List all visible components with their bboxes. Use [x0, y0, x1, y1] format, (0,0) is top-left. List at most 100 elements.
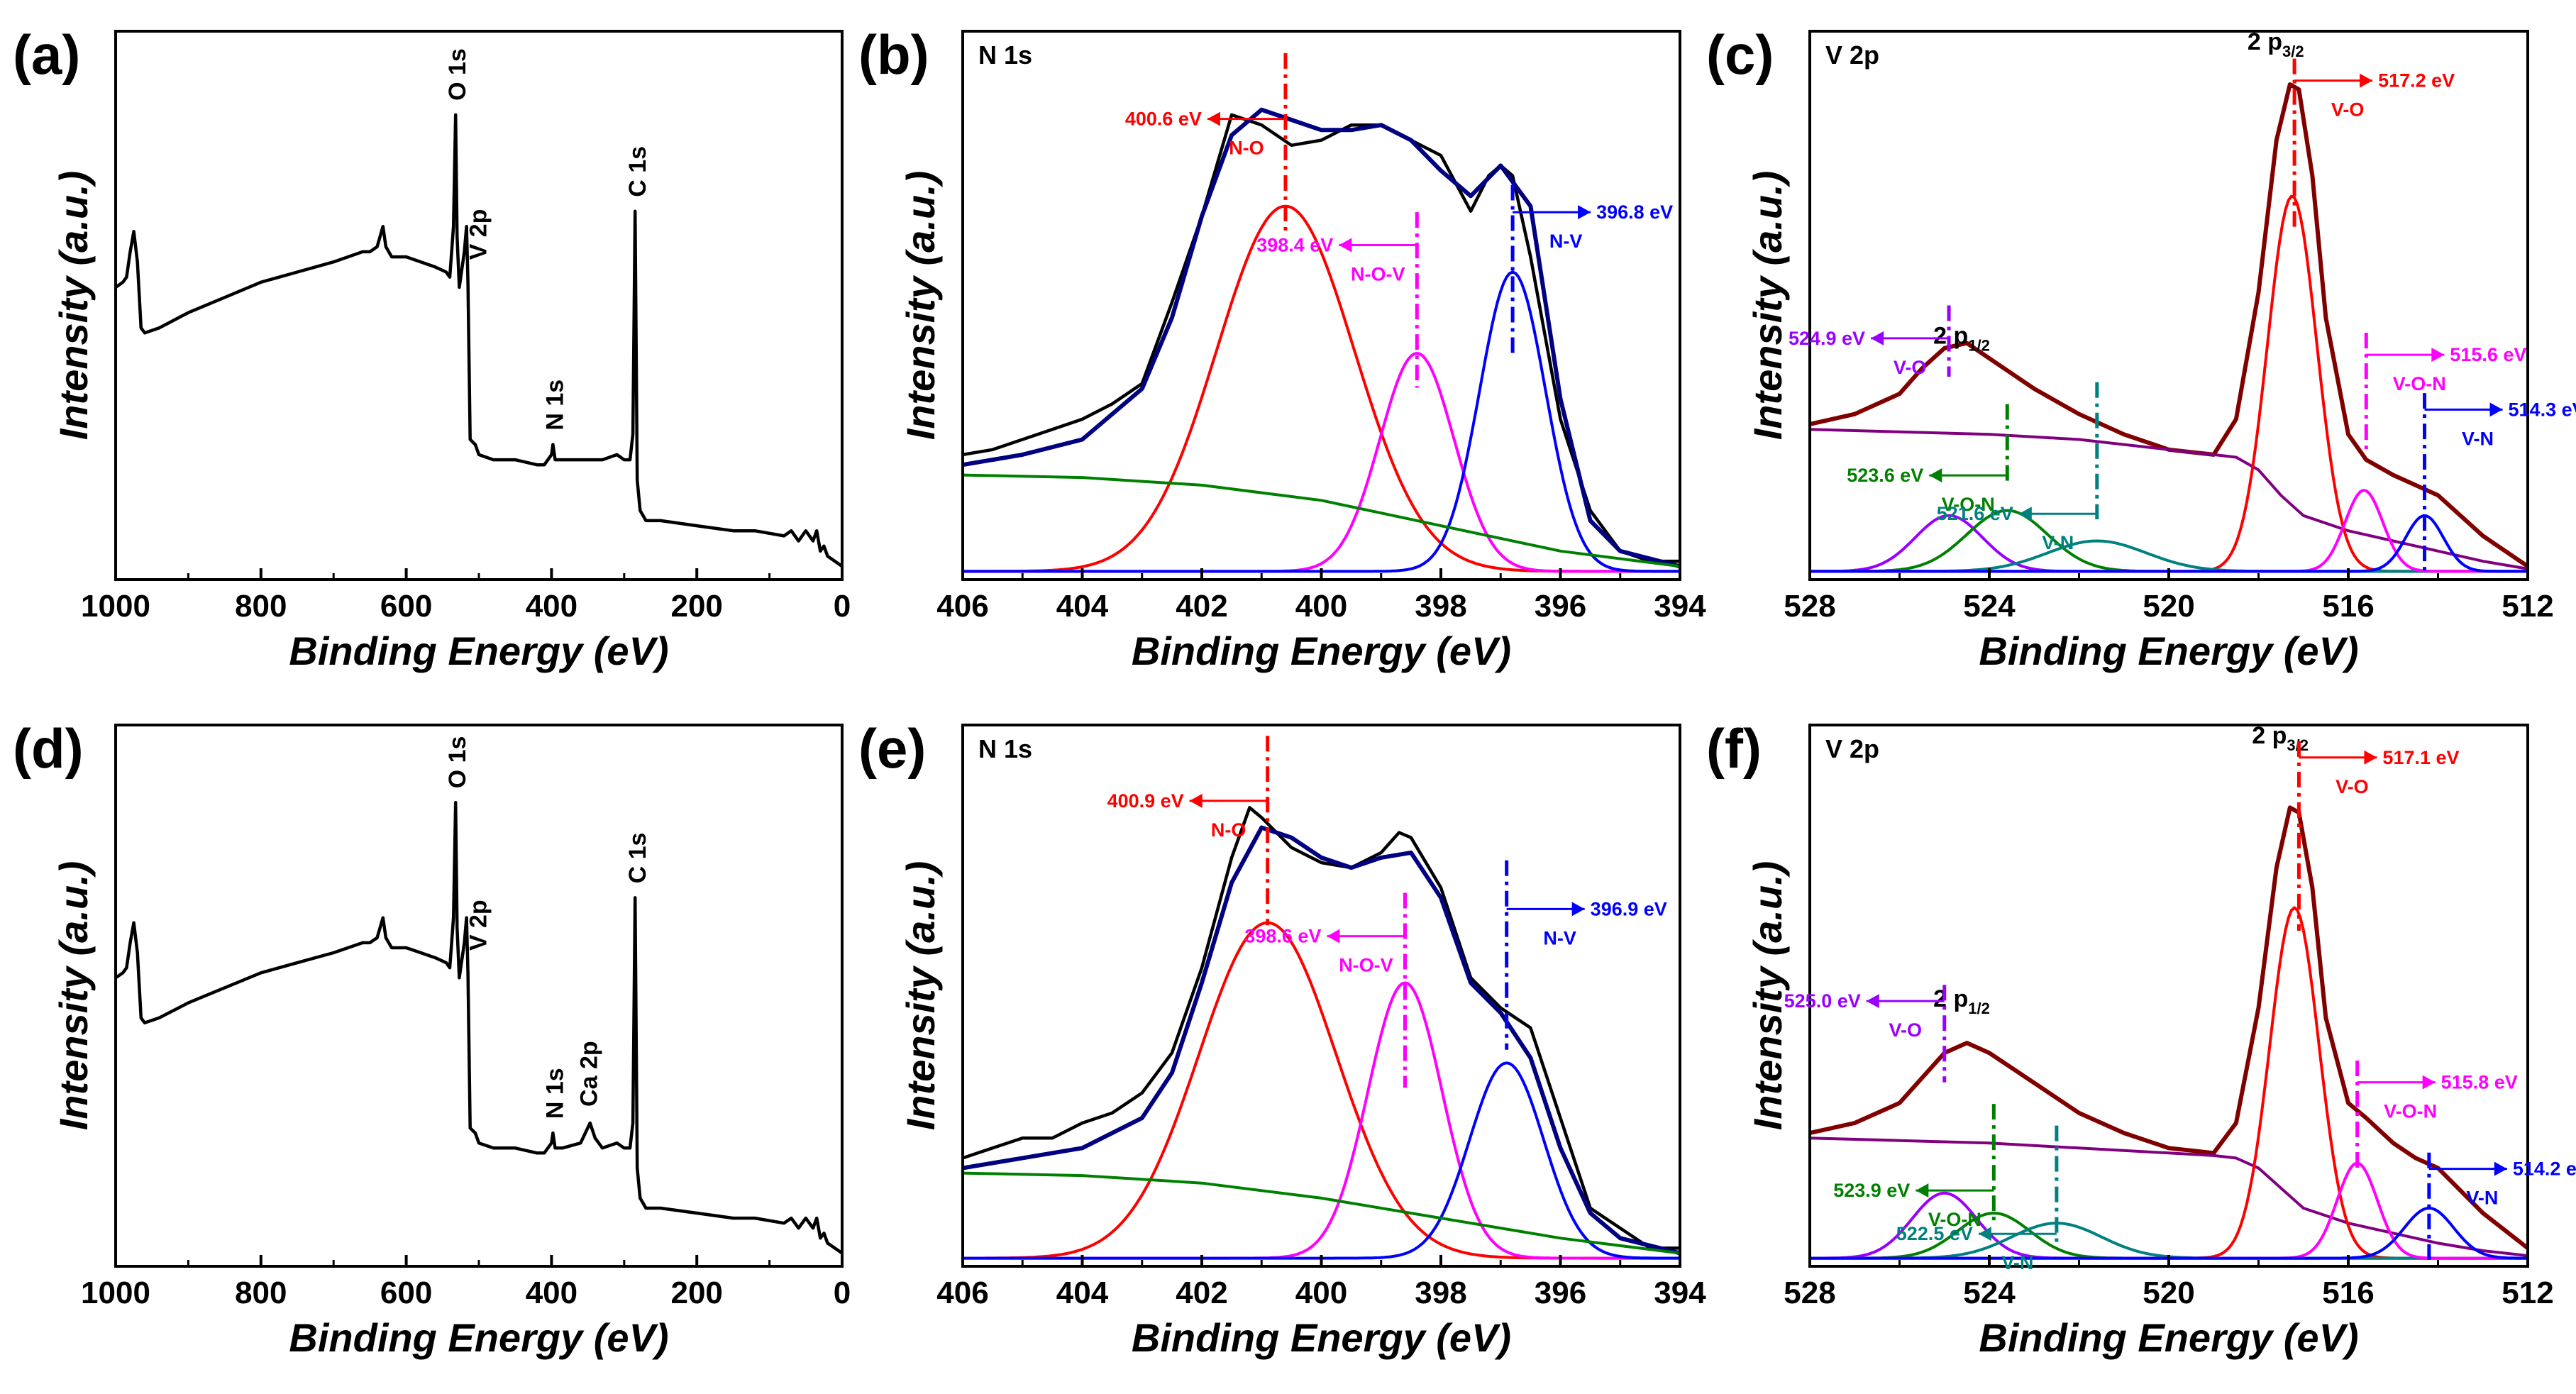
series-group-c: [1810, 82, 2528, 573]
arrow-head: [2422, 1075, 2436, 1090]
series-e-envelope: [963, 825, 1680, 1256]
panel-label-a: (a): [13, 23, 80, 86]
arrow-head: [1578, 205, 1591, 220]
series-e-background: [963, 1171, 1680, 1255]
annotation-bond: V-O-N: [1942, 494, 1995, 515]
x-tick-label-b: 396: [1535, 589, 1586, 624]
annotation-energy: 522.5 eV: [1896, 1223, 1973, 1244]
x-tick-label-e: 402: [1176, 1276, 1227, 1310]
x-axis-title-d: Binding Energy (eV): [289, 1315, 668, 1360]
y-axis-title-a: Intensity (a.u.): [51, 171, 96, 441]
x-tick-label-d: 1000: [81, 1276, 150, 1310]
x-axis-title-b: Binding Energy (eV): [1132, 629, 1511, 673]
annotation-e-3969: 396.9 eV N-V: [1505, 860, 1667, 1050]
series-group-e: [963, 806, 1680, 1260]
panel-c: (c) V 2p 528 524 520 516 512 Binding Energy (eV…: [1706, 23, 2576, 673]
series-c-v-o-2p1-2: [1810, 514, 2528, 573]
annotation-c-5249: 524.9 eV V-O: [1789, 305, 1951, 378]
plot-frame-f: [1808, 724, 2529, 1268]
panel-label-b: (b): [858, 23, 929, 86]
x-tick-label-d: 400: [526, 1276, 577, 1310]
x-tick-label-a: 800: [235, 589, 287, 624]
x-tick-label-c: 524: [1963, 589, 2016, 624]
series-group-a: [116, 113, 842, 568]
series-c-v-o-n-2p3-2: [1810, 489, 2528, 573]
series-e-n-v: [963, 1061, 1680, 1260]
x-tick-label-e: 396: [1535, 1276, 1586, 1310]
annotation-f-5225: 522.5 eV V-N: [1896, 1125, 2059, 1273]
annotation-c-5143: 514.3 eV V-N: [2423, 393, 2576, 575]
annotation-energy: 515.8 eV: [2441, 1072, 2518, 1093]
annotation-bond: N-O-V: [1351, 263, 1405, 284]
annotation-energy: 521.6 eV: [1937, 503, 2013, 524]
arrow-head: [2494, 1161, 2507, 1176]
series-e-experimental: [963, 806, 1680, 1250]
panel-label-c: (c): [1706, 23, 1774, 86]
annotation-bond: V-O-N: [1928, 1209, 1981, 1230]
peak-label-d-ca-2p: Ca 2p: [576, 1041, 603, 1107]
panel-label-e: (e): [858, 717, 926, 780]
panel-f: (f) V 2p 528 524 520 516 512 Binding Energy (eV…: [1706, 717, 2576, 1360]
arrow-head: [1571, 902, 1585, 917]
x-tick-label-f: 512: [2502, 1276, 2553, 1310]
x-tick-label-b: 398: [1415, 589, 1466, 624]
x-tick-label-e: 406: [936, 1276, 988, 1310]
annotation-bond: N-O: [1229, 138, 1264, 159]
annotation-c-5236: 523.6 eV V-O-N: [1847, 404, 2009, 515]
arrow-head: [1189, 793, 1203, 808]
x-tick-label-d: 800: [235, 1276, 287, 1310]
annotation-e-4009: 400.9 eV N-O: [1107, 736, 1270, 926]
x-tick-label-f: 524: [1963, 1276, 2016, 1310]
x-tick-label-e: 394: [1654, 1276, 1706, 1310]
plot-frame-e: [961, 724, 1681, 1268]
panel-e: (e) N 1s 406 404 402 400 398 396 394 Binding Ener…: [858, 717, 1706, 1360]
x-tick-label-a: 600: [380, 589, 432, 624]
peak-label-d-v-2p: V 2p: [465, 900, 492, 951]
panel-title-f: V 2p: [1825, 734, 1879, 763]
peak-label-c-3-2: 2 p3/2: [2248, 28, 2304, 60]
x-tick-label-a: 400: [526, 589, 577, 624]
annotation-bond: V-N: [2042, 532, 2074, 553]
peak-label-d-n-1s: N 1s: [541, 1068, 568, 1119]
peak-label-d-o-1s: O 1s: [444, 736, 471, 789]
annotation-b-3968: 396.8 eV N-V: [1510, 184, 1673, 355]
annotation-bond: V-O-N: [2393, 373, 2446, 394]
series-b-n-o-v: [963, 351, 1680, 573]
arrow-head: [2364, 750, 2377, 765]
annotation-energy: 523.6 eV: [1847, 465, 1923, 486]
arrow-head: [1339, 238, 1352, 253]
peak-label-a-n-1s: N 1s: [541, 380, 568, 431]
series-c-v-n-2p3-2: [1810, 514, 2528, 573]
panel-a: (a) 1000 800 600 400 200 0 Binding Energy (eV) I…: [13, 23, 851, 673]
annotation-c-5216: 521.6 eV V-N: [1937, 382, 2099, 553]
peak-label-a-c-1s: C 1s: [624, 146, 651, 197]
series-a-survey: [116, 113, 842, 568]
annotation-f-5158: 515.8 eVV-O-N: [2355, 1061, 2518, 1169]
annotation-energy: 400.6 eV: [1125, 109, 1202, 130]
x-tick-label-b: 404: [1056, 589, 1109, 624]
annotation-f-5142: 514.2 eV V-N: [2427, 1152, 2576, 1261]
annotation-f-5250: 525.0 eV V-O: [1784, 985, 1947, 1083]
x-axis-title-f: Binding Energy (eV): [1979, 1315, 2358, 1360]
arrow-head: [2018, 507, 2032, 521]
arrow-head: [2360, 73, 2373, 88]
x-tick-label-e: 398: [1415, 1276, 1466, 1310]
x-tick-label-a: 200: [670, 589, 722, 624]
y-axis-title-d: Intensity (a.u.): [51, 861, 96, 1131]
x-tick-label-a: 1000: [81, 589, 150, 624]
annotation-energy: 523.9 eV: [1833, 1180, 1910, 1201]
arrow-head: [2431, 348, 2445, 363]
annotation-bond: N-O: [1211, 819, 1246, 841]
series-c-envelope: [1810, 82, 2528, 569]
x-tick-label-e: 400: [1295, 1276, 1347, 1310]
plot-frame-d: [114, 724, 844, 1268]
annotation-bond: V-N: [2462, 428, 2494, 449]
series-b-background: [963, 473, 1680, 568]
series-group-d: [116, 801, 842, 1255]
panel-label-f: (f): [1706, 717, 1762, 780]
x-tick-label-e: 404: [1056, 1276, 1109, 1310]
annotation-energy: 517.1 eV: [2382, 747, 2459, 768]
annotation-energy: 396.8 eV: [1596, 201, 1673, 223]
x-tick-label-f: 520: [2143, 1276, 2194, 1310]
